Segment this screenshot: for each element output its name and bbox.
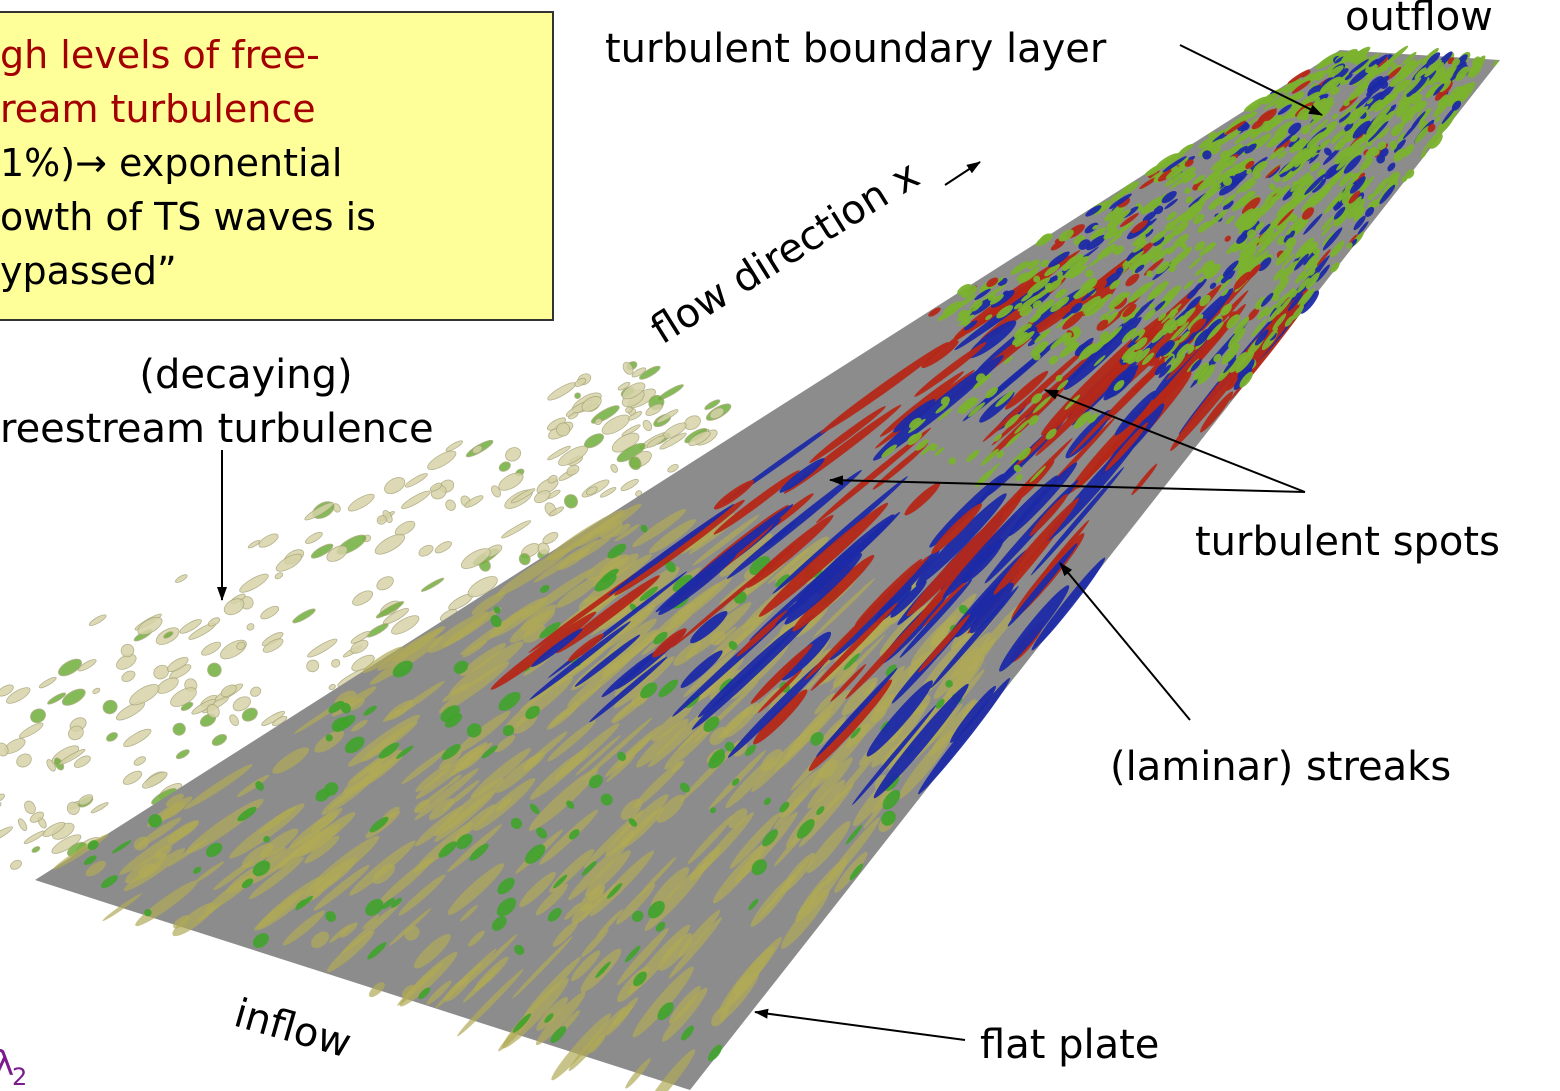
freestream-blob: [246, 622, 256, 631]
freestream-blob: [382, 474, 408, 497]
freestream-blob: [404, 471, 429, 489]
freestream-blob: [121, 726, 153, 750]
freestream-blob: [420, 577, 444, 594]
label: turbulent boundary layer: [605, 26, 1107, 72]
label: flat plate: [980, 1022, 1159, 1068]
freestream-blob: [365, 621, 390, 639]
freestream-blob: [217, 636, 249, 662]
freestream-blob: [305, 658, 321, 674]
label: (decaying): [139, 352, 352, 398]
freestream-blob: [0, 824, 14, 846]
label: turbulent spots: [1195, 519, 1500, 565]
freestream-blob: [400, 488, 432, 511]
freestream-blob: [500, 519, 532, 540]
freestream-blob: [9, 858, 23, 871]
freestream-blob: [210, 732, 228, 748]
freestream-blob: [641, 419, 653, 432]
freestream-blob: [121, 769, 144, 788]
freestream-blob: [417, 543, 435, 558]
freestream-blob: [249, 685, 263, 698]
freestream-blob: [205, 661, 224, 680]
freestream-blob: [92, 687, 101, 695]
freestream-blob: [18, 721, 45, 741]
freestream-blob: [23, 829, 46, 845]
freestream-blob: [503, 445, 523, 464]
freestream-blob: [330, 658, 341, 669]
freestream-blob: [497, 460, 512, 473]
freestream-blob: [444, 498, 458, 512]
callout-line: owth of TS waves is: [0, 195, 376, 239]
freestream-blob: [28, 706, 48, 725]
freestream-blob: [375, 574, 396, 593]
freestream-blob: [60, 686, 88, 709]
freestream-blob: [171, 721, 188, 738]
freestream-blob: [90, 801, 109, 814]
freestream-blob: [0, 799, 3, 822]
arrow: [755, 1012, 965, 1040]
freestream-blob: [133, 755, 147, 767]
freestream-blob: [38, 676, 57, 690]
freestream-blob: [304, 530, 324, 545]
callout-line: ream turbulence: [0, 87, 316, 131]
freestream-blob: [372, 530, 407, 558]
freestream-blob: [562, 492, 580, 510]
freestream-blob: [257, 531, 280, 550]
arrow: [945, 162, 980, 185]
freestream-blob: [274, 572, 284, 581]
figure: gh levels of free-ream turbulence 1%)→ ex…: [0, 0, 1560, 1091]
callout-line: gh levels of free-: [0, 33, 320, 77]
freestream-blob: [17, 817, 29, 832]
freestream-blob: [88, 613, 107, 627]
freestream-blob: [120, 669, 137, 684]
freestream-blob: [433, 539, 453, 555]
freestream-blob: [609, 463, 619, 474]
freestream-blob: [259, 604, 281, 622]
freestream-blob: [140, 769, 169, 791]
label: outflow: [1345, 0, 1493, 40]
freestream-blob: [31, 845, 41, 854]
freestream-blob: [346, 491, 376, 514]
freestream-blob: [105, 731, 119, 743]
freestream-blob: [101, 698, 120, 717]
freestream-blob: [620, 477, 640, 492]
freestream-blob: [574, 392, 582, 400]
freestream-blob: [350, 588, 375, 608]
freestream-blob: [306, 637, 339, 660]
freestream-blob: [0, 793, 6, 804]
freestream-blob: [237, 571, 270, 596]
freestream-blob: [175, 748, 191, 761]
lambda-subscript: 2: [12, 1063, 27, 1091]
freestream-blob: [291, 607, 317, 625]
freestream-blob: [546, 380, 578, 403]
callout-line: ypassed”: [0, 249, 177, 293]
label: (laminar) streaks: [1110, 744, 1451, 790]
label: inflow: [229, 990, 356, 1067]
freestream-blob: [200, 640, 223, 658]
freestream-blob: [174, 573, 188, 584]
freestream-blob: [14, 751, 33, 769]
callout-line: 1%)→ exponential: [0, 141, 342, 185]
label: flow direction x: [643, 152, 928, 354]
freestream-blob: [228, 713, 240, 727]
label: reestream turbulence: [0, 406, 434, 452]
arrow: [1060, 563, 1190, 720]
